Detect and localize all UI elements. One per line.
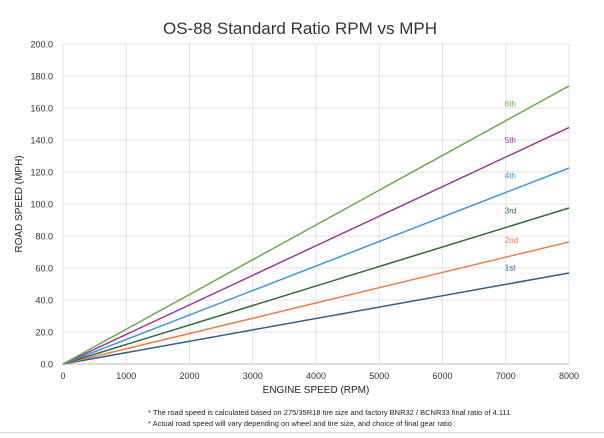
x-tick-label: 5000 xyxy=(369,371,389,381)
series-line-2nd xyxy=(62,241,570,365)
y-tick-label: 40.0 xyxy=(35,296,53,306)
series-line-4th xyxy=(62,167,570,365)
y-tick-label: 100.0 xyxy=(30,200,53,210)
series-label-3rd: 3rd xyxy=(505,207,517,216)
x-tick-label: 4000 xyxy=(306,371,326,381)
series-line-3rd xyxy=(62,207,570,365)
y-tick-label: 140.0 xyxy=(30,136,53,146)
y-tick-label: 60.0 xyxy=(35,264,53,274)
x-tick-label: 1000 xyxy=(116,371,136,381)
y-tick-label: 20.0 xyxy=(35,328,53,338)
x-tick-label: 6000 xyxy=(432,371,452,381)
x-tick-label: 3000 xyxy=(243,371,263,381)
series-line-5th xyxy=(62,126,570,365)
series-label-5th: 5th xyxy=(505,136,516,145)
y-tick-label: 180.0 xyxy=(30,72,53,82)
axes: 0.0 20.0 40.0 60.0 80.0 100.0 120.0 140.0 160.0 1… xyxy=(30,40,579,382)
y-axis-label: ROAD SPEED (MPH) xyxy=(14,155,25,252)
series-label-1st: 1st xyxy=(505,263,516,272)
y-tick-label: 200.0 xyxy=(30,40,53,50)
x-tick-label: 2000 xyxy=(179,371,199,381)
x-axis-label: ENGINE SPEED (RPM) xyxy=(263,385,370,396)
grid xyxy=(62,43,570,365)
series-label-6th: 6th xyxy=(505,100,516,109)
series-label-4th: 4th xyxy=(505,172,516,181)
series-lines: 1st 2nd 3rd 4th 5th 6th xyxy=(62,85,570,365)
y-tick-label: 80.0 xyxy=(35,232,53,242)
chart-title: OS-88 Standard Ratio RPM vs MPH xyxy=(163,19,437,38)
footnote: * Actual road speed will vary depending … xyxy=(148,419,452,428)
footnote: * The road speed is calculated based on … xyxy=(148,408,511,417)
x-tick-label: 8000 xyxy=(559,371,579,381)
y-tick-label: 160.0 xyxy=(30,104,53,114)
divider xyxy=(0,432,604,433)
y-tick-label: 0.0 xyxy=(40,360,53,370)
y-tick-label: 120.0 xyxy=(30,168,53,178)
series-label-2nd: 2nd xyxy=(505,236,518,245)
footnotes: * The road speed is calculated based on … xyxy=(148,407,510,429)
x-tick-label: 0 xyxy=(60,371,65,381)
series-line-1st xyxy=(62,272,570,365)
series-line-6th xyxy=(62,85,570,365)
x-tick-label: 7000 xyxy=(496,371,516,381)
